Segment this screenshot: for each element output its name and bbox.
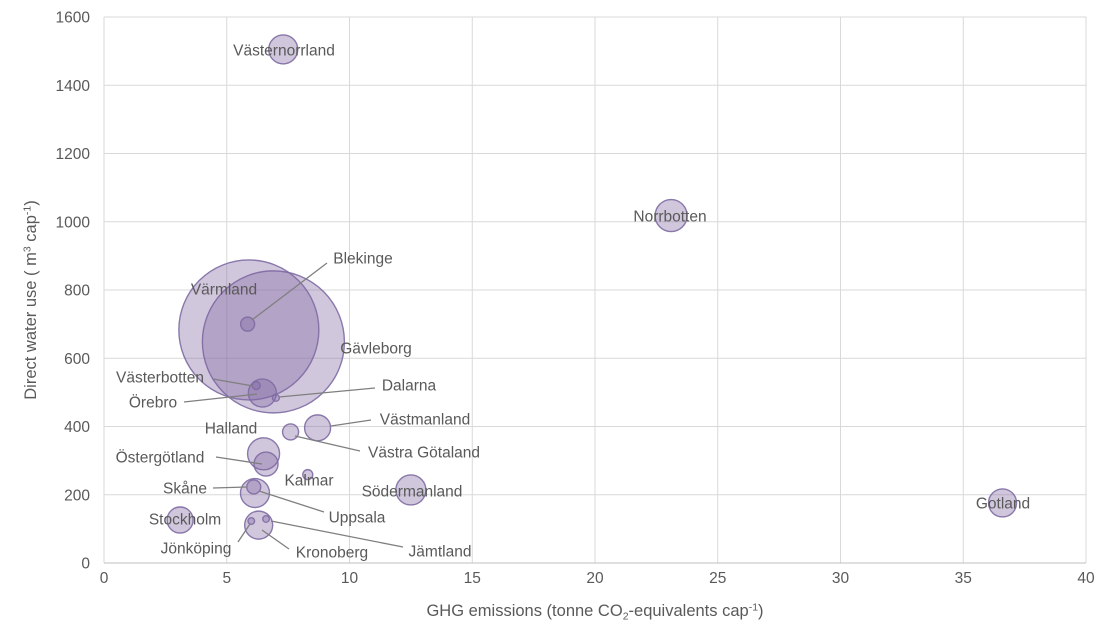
y-tick-label: 800 [64,283,90,300]
leader-line-j-nk-ping [237,523,251,543]
y-tick-label: 200 [64,487,90,504]
bubble-label-v-sternorrland: Västernorrland [233,43,335,60]
y-tick-label: 600 [64,351,90,368]
x-axis-title: GHG emissions (tonne CO2-equivalents cap… [426,602,763,623]
leader-line-j-mtland [270,520,404,548]
bubble-uppsala [239,477,271,509]
x-tick-label: 10 [341,570,359,587]
bubble-label-blekinge: Blekinge [333,251,392,268]
bubble--sterg-tland [253,451,279,477]
leader-line-v-stra-g-taland [294,435,361,452]
bubble-halland [246,437,281,471]
bubble-blekinge [239,316,256,332]
y-tick-label: 1600 [56,10,91,27]
x-tick-label: 30 [832,570,850,587]
bubble-label-v-rmland: Värmland [191,282,257,299]
bubble--rebro [247,378,278,408]
y-axis-title: Direct water use ( m3 cap-1) [22,200,41,400]
bubble-s-dermanland [395,474,427,506]
y-tick-label: 1200 [56,146,91,163]
bubble-label-gotland: Gotland [976,496,1030,513]
bubble-label-dalarna: Dalarna [382,378,437,395]
bubble-label-j-mtland: Jämtland [409,544,472,561]
bubble-label-v-sterbotten: Västerbotten [116,370,204,387]
bubble-labels: Västernorrland Norrbotten Värmland Gävlebor… [116,43,1031,562]
bubble-label-j-nk-ping: Jönköping [161,541,232,558]
bubble-v-stmanland [303,414,332,442]
bubble-sk-ne [246,479,262,495]
bubble-stockholm [166,506,194,534]
bubble-v-sternorrland [268,34,299,65]
bubble-j-mtland [262,514,271,523]
bubble-label-uppsala: Uppsala [329,510,386,527]
x-tick-label: 0 [100,570,109,587]
bubble-label-kalmar: Kalmar [284,473,333,490]
bubble-label-halland: Halland [205,421,258,438]
leader-line-dalarna [278,387,376,398]
bubble-label-kronoberg: Kronoberg [296,545,368,562]
leader-line-blekinge [251,262,328,321]
bubble-dalarna [271,393,281,403]
x-tick-label: 20 [586,570,604,587]
bubble-label--rebro: Örebro [129,394,177,412]
leader-line--rebro [183,393,258,403]
bubble-kalmar [302,468,314,481]
bubble-label-sk-ne: Skåne [163,481,207,498]
leader-line-sk-ne [212,486,248,489]
leader-line--sterg-tland [215,456,263,465]
bubble-v-sterbotten [251,380,261,391]
bubble-label-norrbotten: Norrbotten [633,209,706,226]
leader-line-v-sterbotten [212,378,254,387]
leader-line-kronoberg [261,529,290,550]
bubble-gotland [987,488,1018,518]
x-tick-label: 15 [464,570,481,587]
bubble-g-vleborg [201,270,346,414]
y-tick-label: 1000 [56,214,91,231]
bubble-label-v-stmanland: Västmanland [380,412,470,429]
bubbles [166,34,1018,540]
x-tick-label: 35 [955,570,972,587]
bubble-label-s-dermanland: Södermanland [362,484,463,501]
tick-labels: 0 5 10 15 20 25 30 35 40020040060080010001200140… [56,10,1095,588]
y-tick-label: 1400 [56,78,91,95]
leader-lines [183,262,404,550]
x-tick-label: 25 [709,570,726,587]
bubble-v-stra-g-taland [281,423,300,441]
gridlines [103,16,1087,564]
bubble-norrbotten [654,198,688,233]
bubble-label--sterg-tland: Östergötland [116,449,205,467]
x-tick-label: 5 [222,570,231,587]
leader-line-uppsala [258,490,325,513]
bubble-j-nk-ping [247,517,256,526]
bubble-label-stockholm: Stockholm [149,512,221,529]
bubble-v-rmland [178,259,320,401]
y-tick-label: 0 [81,556,90,573]
bubble-label-g-vleborg: Gävleborg [340,341,412,358]
x-tick-label: 40 [1077,570,1095,587]
leader-line-v-stmanland [330,419,372,427]
bubble-label-v-stra-g-taland: Västra Götaland [368,445,480,462]
y-tick-label: 400 [64,419,90,436]
